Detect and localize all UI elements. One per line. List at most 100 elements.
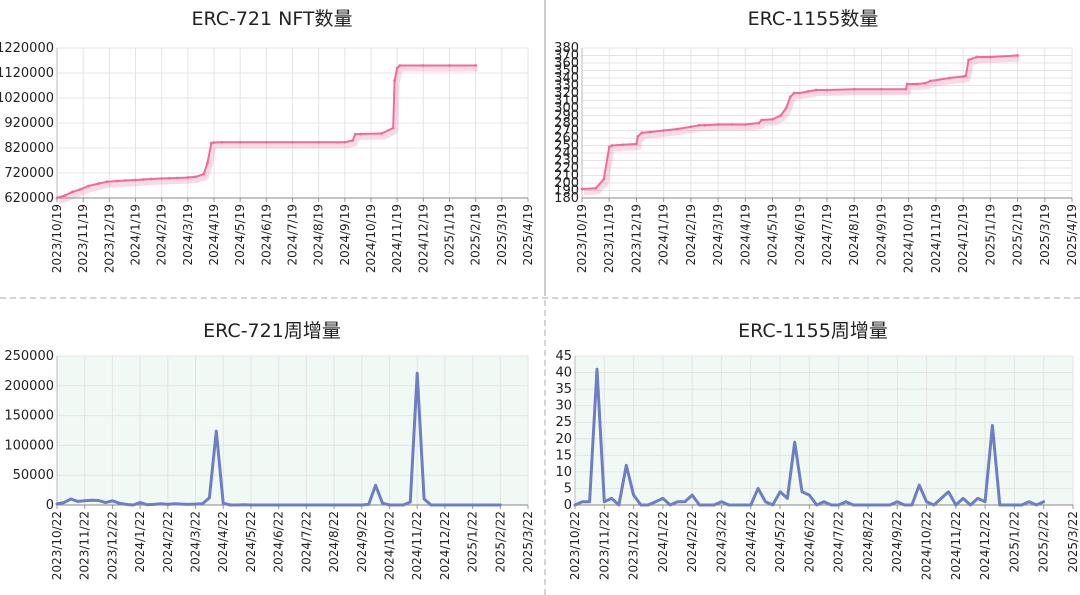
x-tick-label: 2024/9/22: [355, 511, 369, 573]
data-point: [499, 504, 501, 506]
y-tick-label: 380: [554, 41, 579, 56]
plot-background: [575, 356, 1073, 505]
data-point: [250, 504, 252, 506]
data-point: [222, 502, 224, 504]
y-tick-label: 10: [555, 465, 572, 480]
data-point: [596, 368, 598, 370]
data-point: [112, 500, 114, 502]
x-tick-label: 2025/4/19: [1065, 204, 1079, 266]
data-point: [814, 88, 818, 92]
data-point: [765, 501, 767, 503]
y-tick-label: 280: [554, 116, 579, 131]
data-point: [823, 501, 825, 503]
y-tick-label: 45: [555, 349, 572, 364]
data-point: [444, 504, 446, 506]
data-point: [772, 504, 774, 506]
data-point: [594, 186, 598, 190]
data-point: [603, 501, 605, 503]
y-tick-label: 350: [554, 64, 579, 79]
x-tick-label: 2023/11/19: [602, 204, 616, 273]
data-point: [845, 501, 847, 503]
series-line: [573, 367, 1046, 507]
y-tick-label: 0: [46, 498, 54, 513]
data-point: [202, 172, 205, 176]
x-tick-label: 2024/3/22: [714, 511, 728, 573]
data-point: [333, 504, 335, 506]
data-point: [353, 132, 357, 136]
data-point: [977, 498, 979, 500]
data-point: [716, 123, 720, 126]
data-point: [229, 504, 231, 506]
x-tick-label: 2024/5/22: [773, 511, 787, 573]
data-point: [146, 504, 148, 506]
series-line: [55, 371, 502, 507]
data-point: [648, 130, 652, 134]
data-point: [56, 503, 58, 505]
x-tick-label: 2025/2/22: [493, 511, 507, 573]
data-point: [70, 498, 72, 500]
data-point: [139, 502, 141, 504]
y-tick-label: 290: [554, 109, 579, 124]
data-point: [153, 504, 155, 506]
data-point: [896, 501, 898, 503]
x-tick-label: 2024/7/19: [820, 204, 834, 266]
data-point: [105, 180, 109, 184]
data-point: [347, 504, 349, 506]
x-tick-label: 2024/11/22: [949, 511, 963, 580]
y-tick-label: 180: [554, 191, 579, 206]
x-tick-label: 2025/3/22: [1066, 511, 1080, 573]
x-tick-label: 2023/11/22: [597, 511, 611, 580]
data-point: [77, 501, 79, 503]
data-point: [784, 106, 788, 110]
x-tick-label: 2023/12/22: [105, 511, 119, 580]
data-point: [675, 127, 679, 131]
chart-erc721-total: 620000 720000 820000 920000 1020000 1120000 12…: [0, 41, 535, 273]
plot-background: [57, 356, 528, 505]
data-point: [264, 504, 266, 506]
chart-title: ERC-1155周增量: [738, 320, 888, 342]
data-point: [209, 497, 211, 499]
x-tick-label: 2024/1/22: [133, 511, 147, 573]
data-point: [291, 140, 294, 144]
y-tick-label: 360: [554, 56, 579, 71]
data-point: [984, 501, 986, 503]
data-point: [669, 504, 671, 506]
data-point: [647, 504, 649, 506]
data-point: [238, 140, 242, 144]
data-point: [721, 501, 723, 503]
data-point: [175, 176, 179, 180]
x-tick-label: 2024/8/19: [847, 204, 861, 266]
y-tick-label: 310: [554, 94, 579, 109]
data-point: [831, 504, 833, 506]
y-tick-label: 150000: [4, 409, 54, 424]
data-point: [194, 175, 198, 179]
data-point: [860, 504, 862, 506]
y-tick-label: 620000: [4, 191, 54, 206]
x-tick-label: 2024/8/22: [861, 511, 875, 573]
data-point: [699, 504, 701, 506]
data-point: [911, 504, 913, 506]
data-point: [636, 135, 640, 138]
data-point: [278, 504, 280, 506]
data-point: [306, 504, 308, 506]
x-tick-label: 2024/10/19: [364, 204, 378, 273]
data-point: [926, 501, 928, 503]
y-tick-label: 230: [554, 154, 579, 169]
data-point: [181, 503, 183, 505]
data-point: [1021, 504, 1023, 506]
data-point: [697, 123, 701, 127]
data-point: [243, 504, 245, 506]
x-tick-label: 2023/12/22: [627, 511, 641, 580]
data-point: [220, 140, 224, 144]
data-point: [123, 179, 127, 182]
y-tick-label: 240: [554, 146, 579, 161]
data-point: [684, 501, 686, 503]
data-point: [375, 485, 377, 487]
data-point: [975, 55, 979, 59]
x-tick-label: 2024/9/22: [890, 511, 904, 573]
y-tick-label: 250: [554, 139, 579, 154]
x-tick-label: 2025/4/19: [521, 204, 535, 266]
data-point: [794, 441, 796, 443]
y-tick-label: 300: [554, 101, 579, 116]
